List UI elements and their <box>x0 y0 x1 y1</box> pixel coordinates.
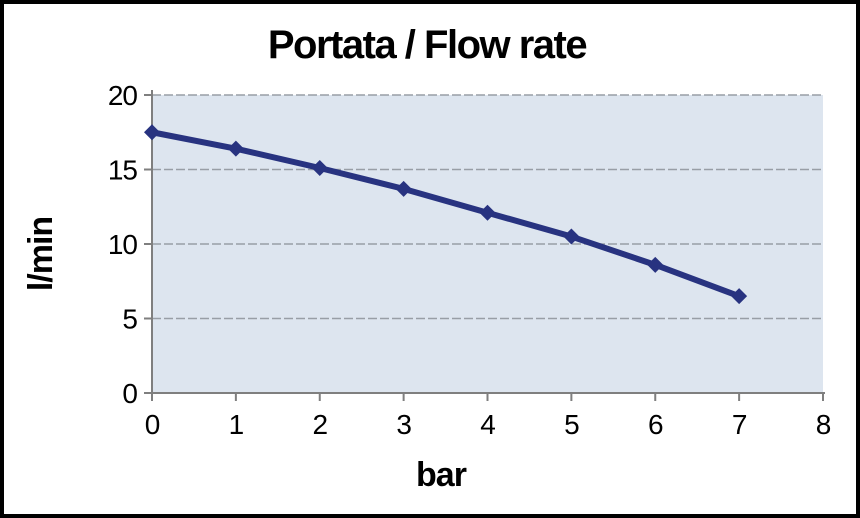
flow-rate-line-chart: 0 5 10 15 20 0 1 2 3 4 5 6 7 8 Portata / Flow rate l/… <box>22 23 832 494</box>
x-tick-label: 6 <box>648 409 663 440</box>
y-tick-label: 0 <box>122 378 137 409</box>
data-point-marker <box>311 160 328 177</box>
data-point-marker <box>227 140 244 157</box>
chart-title: Portata / Flow rate <box>268 23 586 67</box>
y-tick-label: 15 <box>108 155 138 186</box>
plot-area-group: 0 5 10 15 20 0 1 2 3 4 5 6 7 8 <box>108 80 832 440</box>
data-point-marker <box>647 256 664 273</box>
x-tick-label: 4 <box>480 409 495 440</box>
y-tick-label: 20 <box>108 80 138 111</box>
x-tick-label: 0 <box>145 409 160 440</box>
x-tick-label: 3 <box>396 409 411 440</box>
x-tick-label: 2 <box>312 409 327 440</box>
x-tick-label: 5 <box>564 409 579 440</box>
x-axis-title: bar <box>416 456 467 494</box>
data-point-marker <box>395 180 412 197</box>
y-tick-label: 5 <box>122 304 137 335</box>
data-point-marker <box>144 124 160 141</box>
y-axis-title: l/min <box>22 217 60 291</box>
x-tick-label: 8 <box>816 409 831 440</box>
data-point-marker <box>563 228 580 245</box>
y-tick-label: 10 <box>108 229 138 260</box>
data-point-marker <box>479 204 496 221</box>
data-point-marker <box>731 288 748 305</box>
x-tick-label: 7 <box>732 409 747 440</box>
x-tick-label: 1 <box>229 409 244 440</box>
flow-rate-series-line <box>149 129 743 300</box>
